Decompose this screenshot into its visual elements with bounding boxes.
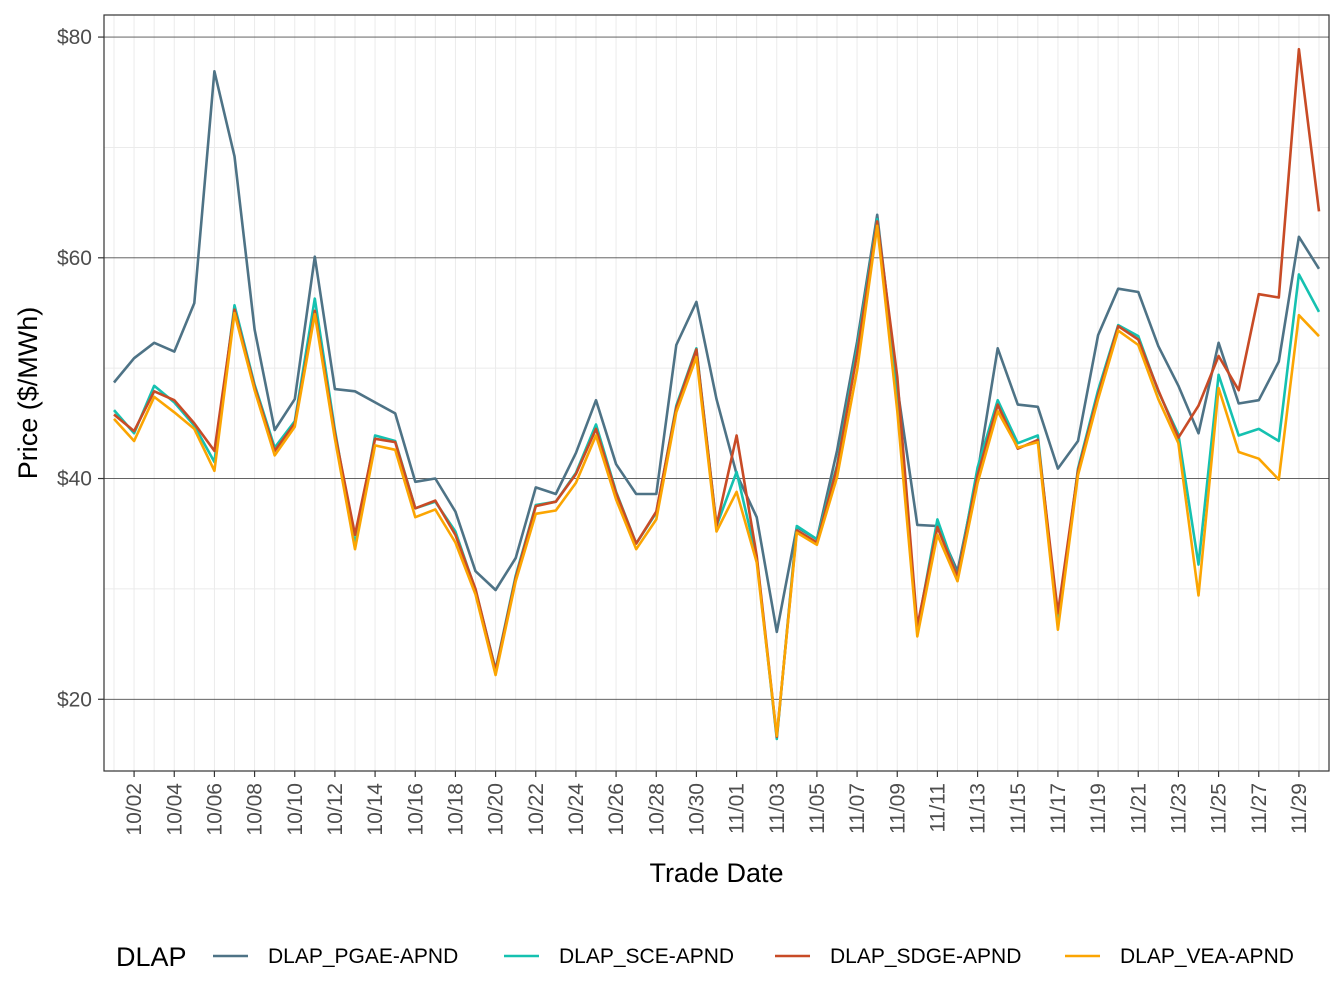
x-tick-label: 11/19: [1087, 783, 1110, 834]
x-tick-label: 10/04: [163, 783, 186, 836]
x-tick-label: 10/10: [284, 783, 307, 836]
x-tick-label: 10/14: [364, 783, 387, 836]
major-gridlines: [104, 36, 1329, 700]
x-tick-label: 11/17: [1047, 783, 1070, 834]
y-tick-label: $60: [57, 247, 92, 270]
x-tick-label: 10/30: [685, 783, 708, 836]
y-axis-ticks: $20 $40 $60 $80: [57, 26, 104, 711]
x-tick-label: 11/13: [967, 783, 990, 834]
x-tick-label: 10/02: [123, 783, 146, 836]
x-tick-label: 10/20: [485, 783, 508, 836]
y-tick-label: $80: [57, 26, 92, 49]
x-tick-label: 10/24: [565, 783, 588, 836]
legend-label: DLAP_SDGE-APND: [830, 945, 1021, 968]
series-line-dlap-pgae-apnd: [112, 70, 1321, 634]
x-tick-label: 11/29: [1288, 783, 1311, 834]
legend-label: DLAP_SCE-APND: [559, 945, 734, 968]
x-tick-label: 11/11: [926, 783, 949, 832]
panel-border: [103, 14, 1330, 772]
x-tick-label: 10/28: [645, 783, 668, 836]
x-tick-label: 10/26: [605, 783, 628, 836]
x-tick-label: 10/08: [244, 783, 267, 836]
x-tick-label: 11/15: [1007, 783, 1030, 834]
x-tick-label: 10/18: [444, 783, 467, 836]
x-axis-ticks: 10/02 10/04 10/06 10/08 10/10 10/12 10/14 10/16…: [123, 771, 1311, 836]
y-tick-label: $40: [57, 468, 92, 491]
y-axis-title: Price ($/MWh): [13, 307, 43, 480]
x-tick-label: 11/27: [1248, 783, 1271, 834]
y-tick-label: $20: [57, 688, 92, 711]
x-tick-label: 11/23: [1167, 783, 1190, 834]
x-axis-title: Trade Date: [649, 858, 783, 888]
x-tick-label: 11/09: [886, 783, 909, 834]
series-lines: [112, 47, 1321, 741]
legend-label: DLAP_VEA-APND: [1120, 945, 1294, 968]
series-line-dlap-vea-apnd: [113, 224, 1320, 738]
legend: DLAP DLAP_PGAE-APND DLAP_SCE-APND DLAP_SDG…: [116, 942, 1294, 972]
x-tick-label: 10/22: [525, 783, 548, 836]
x-tick-label: 11/01: [726, 783, 749, 834]
x-tick-label: 10/16: [404, 783, 427, 836]
x-tick-label: 11/03: [766, 783, 789, 834]
x-tick-label: 11/21: [1127, 783, 1150, 834]
minor-gridlines: [104, 15, 1329, 771]
x-tick-label: 11/25: [1208, 783, 1231, 834]
x-tick-label: 10/06: [203, 783, 226, 836]
legend-title: DLAP: [116, 942, 187, 972]
legend-label: DLAP_PGAE-APND: [268, 945, 458, 968]
x-tick-label: 10/12: [324, 783, 347, 836]
x-tick-label: 11/07: [846, 783, 869, 834]
x-tick-label: 11/05: [806, 783, 829, 834]
